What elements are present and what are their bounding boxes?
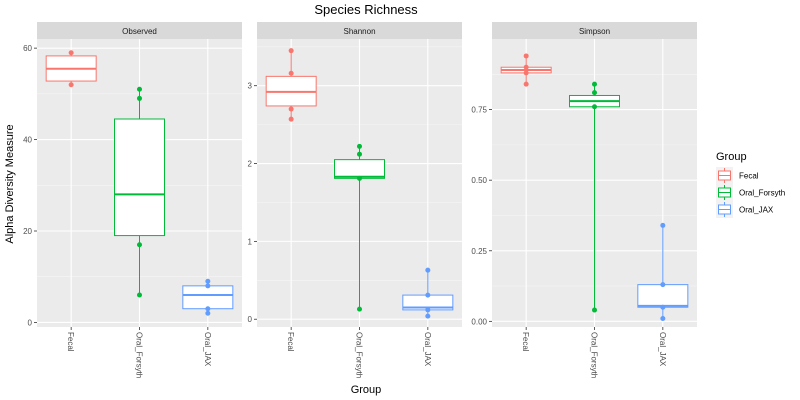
data-point: [592, 307, 597, 313]
facet-simpson: Simpson 0.00 0.25 0.50 0.75 Fecal Oral_Forsyth…: [471, 22, 697, 378]
data-point: [357, 306, 362, 312]
box-iqr: [334, 159, 385, 179]
legend-item-label: Oral_JAX: [739, 206, 774, 215]
data-point: [660, 282, 666, 288]
y-tick-label: 0.50: [471, 176, 487, 185]
data-point: [288, 106, 294, 112]
box-oral-jax: [637, 222, 689, 322]
data-point: [660, 304, 666, 310]
data-point: [205, 310, 211, 316]
facet-strip: [37, 22, 242, 39]
box-oral-forsyth: [114, 86, 165, 298]
y-tick-label: 0: [248, 315, 253, 324]
x-tick-label: Oral_Forsyth: [590, 332, 599, 378]
data-point: [660, 222, 666, 228]
data-point: [288, 48, 294, 54]
data-point: [523, 53, 529, 59]
facet-strip: [492, 22, 697, 39]
y-tick-label: 0.00: [471, 317, 487, 326]
data-point: [523, 70, 529, 76]
data-point: [523, 81, 529, 87]
y-tick-label: 20: [23, 227, 32, 236]
data-point: [137, 242, 142, 248]
x-tick-label: Oral_JAX: [658, 332, 667, 367]
data-point: [592, 81, 597, 87]
box-oral-forsyth: [334, 143, 385, 312]
box-oral-jax: [182, 278, 234, 316]
y-tick-label: 40: [23, 136, 32, 145]
legend-item-oral-jax: Oral_JAX: [716, 201, 774, 218]
chart-title: Species Richness: [314, 2, 418, 17]
x-tick-label: Fecal: [286, 332, 295, 352]
facet-shannon: Shannon 0 1 2 3 Fecal Oral_Forsyth Oral_JAX: [248, 22, 462, 378]
legend: Group Fecal Oral_Forsyth Oral_JAX: [716, 151, 785, 218]
box-fecal: [265, 48, 317, 122]
y-axis-label: Alpha Diversity Measure: [4, 124, 16, 243]
box-iqr: [637, 284, 689, 308]
data-point: [288, 116, 294, 122]
box-iqr: [114, 118, 165, 237]
y-tick-label: 0.75: [471, 106, 487, 115]
facet-strip-label: Simpson: [579, 27, 610, 36]
data-point: [205, 278, 211, 284]
data-point: [68, 50, 74, 56]
legend-item-oral-forsyth: Oral_Forsyth: [716, 184, 785, 201]
data-point: [660, 316, 666, 322]
y-tick-label: 3: [248, 82, 253, 91]
data-point: [205, 283, 211, 289]
legend-item-label: Fecal: [739, 172, 759, 181]
box-oral-forsyth: [569, 81, 620, 313]
data-point: [425, 313, 431, 319]
x-tick-label: Fecal: [521, 332, 530, 352]
x-tick-label: Oral_JAX: [203, 332, 212, 367]
y-tick-label: 0.25: [471, 247, 487, 256]
legend-title: Group: [716, 151, 747, 163]
data-point: [592, 90, 597, 96]
box-iqr: [182, 285, 234, 310]
data-point: [288, 70, 294, 76]
facet-observed: Observed 0 20 40 60 Fecal Oral_Forsyth Oral_JAX: [23, 22, 242, 378]
box-fecal: [500, 53, 552, 87]
facet-strip: [257, 22, 462, 39]
y-tick-label: 60: [23, 44, 32, 53]
x-tick-label: Oral_Forsyth: [355, 332, 364, 378]
data-point: [425, 267, 431, 273]
facet-strip-label: Shannon: [343, 27, 375, 36]
data-point: [137, 86, 142, 92]
data-point: [592, 104, 597, 110]
y-tick-label: 1: [248, 237, 253, 246]
y-tick-label: 0: [28, 318, 33, 327]
x-tick-label: Oral_JAX: [423, 332, 432, 367]
data-point: [425, 307, 431, 313]
box-fecal: [45, 50, 97, 88]
data-point: [137, 95, 142, 101]
data-point: [357, 175, 362, 181]
data-point: [137, 292, 142, 298]
data-point: [205, 306, 211, 312]
box-oral-jax: [402, 267, 454, 319]
legend-item-label: Oral_Forsyth: [739, 189, 785, 198]
y-tick-label: 2: [248, 160, 253, 169]
data-point: [523, 64, 529, 70]
data-point: [425, 292, 431, 298]
legend-item-fecal: Fecal: [716, 167, 759, 184]
x-axis-label: Group: [351, 384, 382, 396]
x-tick-label: Fecal: [66, 332, 75, 352]
x-tick-label: Oral_Forsyth: [135, 332, 144, 378]
data-point: [357, 143, 362, 149]
facet-strip-label: Observed: [122, 27, 157, 36]
data-point: [357, 151, 362, 157]
data-point: [68, 82, 74, 88]
